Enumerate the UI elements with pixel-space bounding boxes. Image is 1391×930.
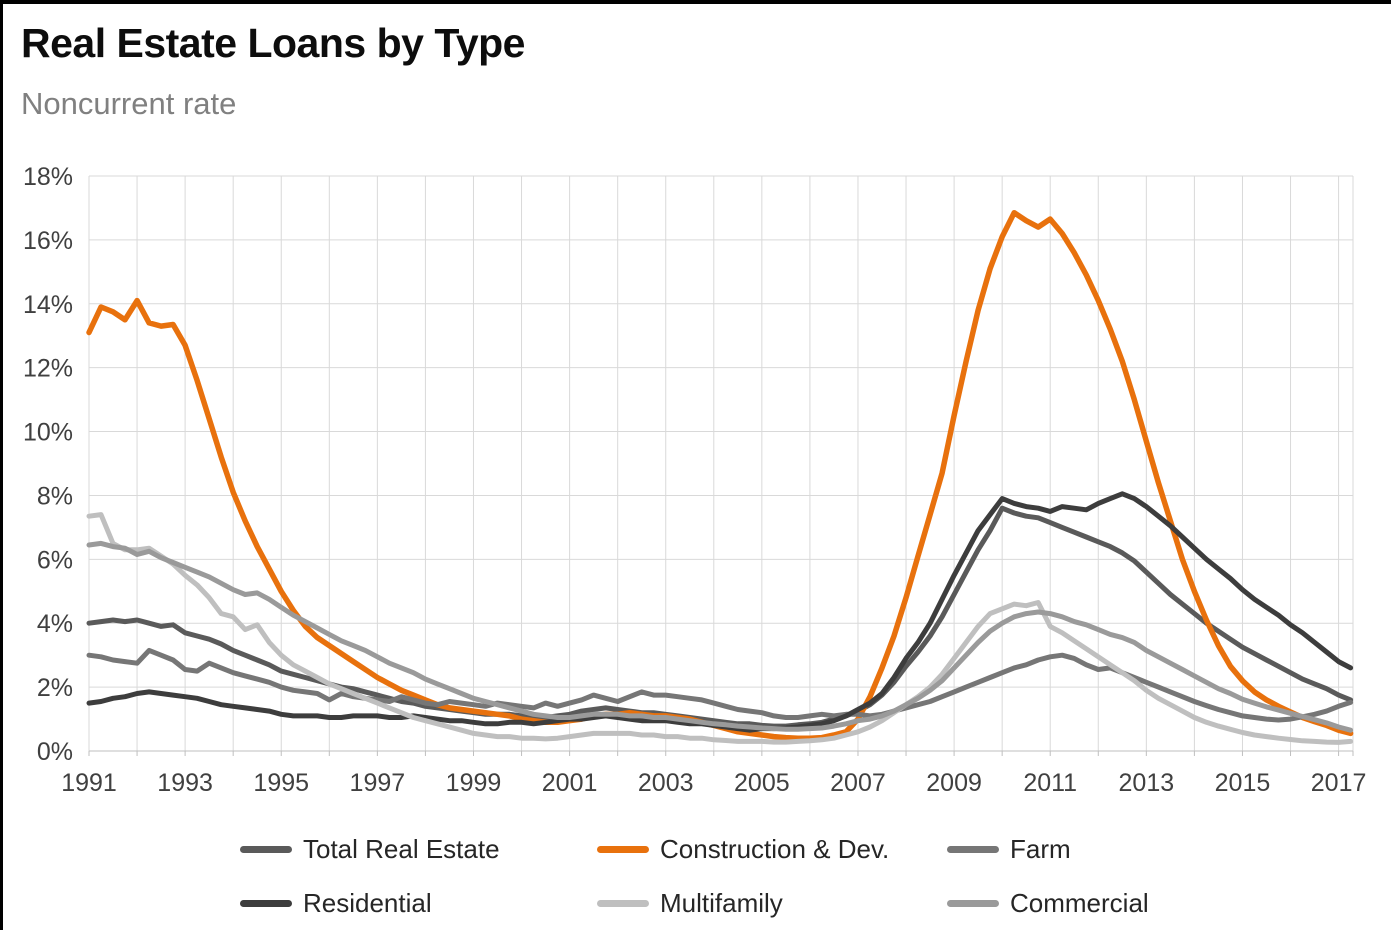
y-tick-label: 2% (37, 674, 73, 702)
x-tick-label: 2005 (734, 769, 790, 797)
legend-swatch-construction-dev (597, 846, 649, 853)
legend-item-multifamily: Multifamily (597, 888, 947, 919)
x-tick-label: 2017 (1311, 769, 1367, 797)
x-tick-label: 2015 (1215, 769, 1271, 797)
x-tick-label: 1991 (61, 769, 117, 797)
series-line-commercial (86, 540, 1354, 733)
x-tick-label: 1995 (253, 769, 309, 797)
legend-swatch-total-real-estate (240, 846, 292, 853)
y-tick-label: 18% (23, 163, 73, 191)
y-tick-label: 6% (37, 546, 73, 574)
legend-row: Total Real Estate Construction & Dev. Farm (240, 834, 1280, 865)
series-line-multifamily (86, 512, 1354, 745)
y-tick-label: 0% (37, 738, 73, 766)
legend-label-total-real-estate: Total Real Estate (303, 834, 500, 864)
x-tick-label: 2009 (926, 769, 982, 797)
x-tick-label: 2013 (1119, 769, 1175, 797)
legend-label-farm: Farm (1010, 834, 1071, 864)
legend-label-commercial: Commercial (1010, 888, 1149, 918)
y-tick-label: 16% (23, 227, 73, 255)
legend-row: Residential Multifamily Commercial (240, 888, 1280, 919)
x-tick-label: 2001 (542, 769, 598, 797)
series-line-residential (86, 491, 1354, 733)
legend-swatch-multifamily (597, 900, 649, 907)
x-tick-label: 1993 (157, 769, 213, 797)
page-title: Real Estate Loans by Type (21, 20, 525, 66)
y-tick-label: 8% (37, 482, 73, 510)
legend-label-construction-dev: Construction & Dev. (660, 834, 890, 864)
legend-swatch-commercial (947, 900, 999, 907)
legend-item-residential: Residential (240, 888, 597, 919)
legend-swatch-farm (947, 846, 999, 853)
x-tick-label: 2003 (638, 769, 694, 797)
y-tick-label: 12% (23, 355, 73, 383)
x-tick-label: 2007 (830, 769, 886, 797)
legend-item-farm: Farm (947, 834, 1237, 865)
x-tick-label: 2011 (1023, 769, 1077, 797)
line-chart: 0% 2% 4% 6% 8% 10% 12% 14% 16% 18% 1991 1993 1995 199… (23, 163, 1367, 797)
legend-label-residential: Residential (303, 888, 432, 918)
x-tick-label: 1999 (446, 769, 502, 797)
series-line-total-real-estate (86, 505, 1354, 729)
series-line-farm (86, 647, 1354, 723)
y-tick-label: 14% (23, 291, 73, 319)
legend-item-commercial: Commercial (947, 888, 1237, 919)
x-tick-label: 1997 (350, 769, 406, 797)
y-tick-label: 10% (23, 419, 73, 447)
y-tick-label: 4% (37, 610, 73, 638)
chart-legend: Total Real Estate Construction & Dev. Farm… (240, 834, 1280, 930)
legend-label-multifamily: Multifamily (660, 888, 783, 918)
page-subtitle: Noncurrent rate (21, 86, 237, 121)
legend-item-construction-dev: Construction & Dev. (597, 834, 947, 865)
legend-swatch-residential (240, 900, 292, 907)
legend-item-total-real-estate: Total Real Estate (240, 834, 597, 865)
